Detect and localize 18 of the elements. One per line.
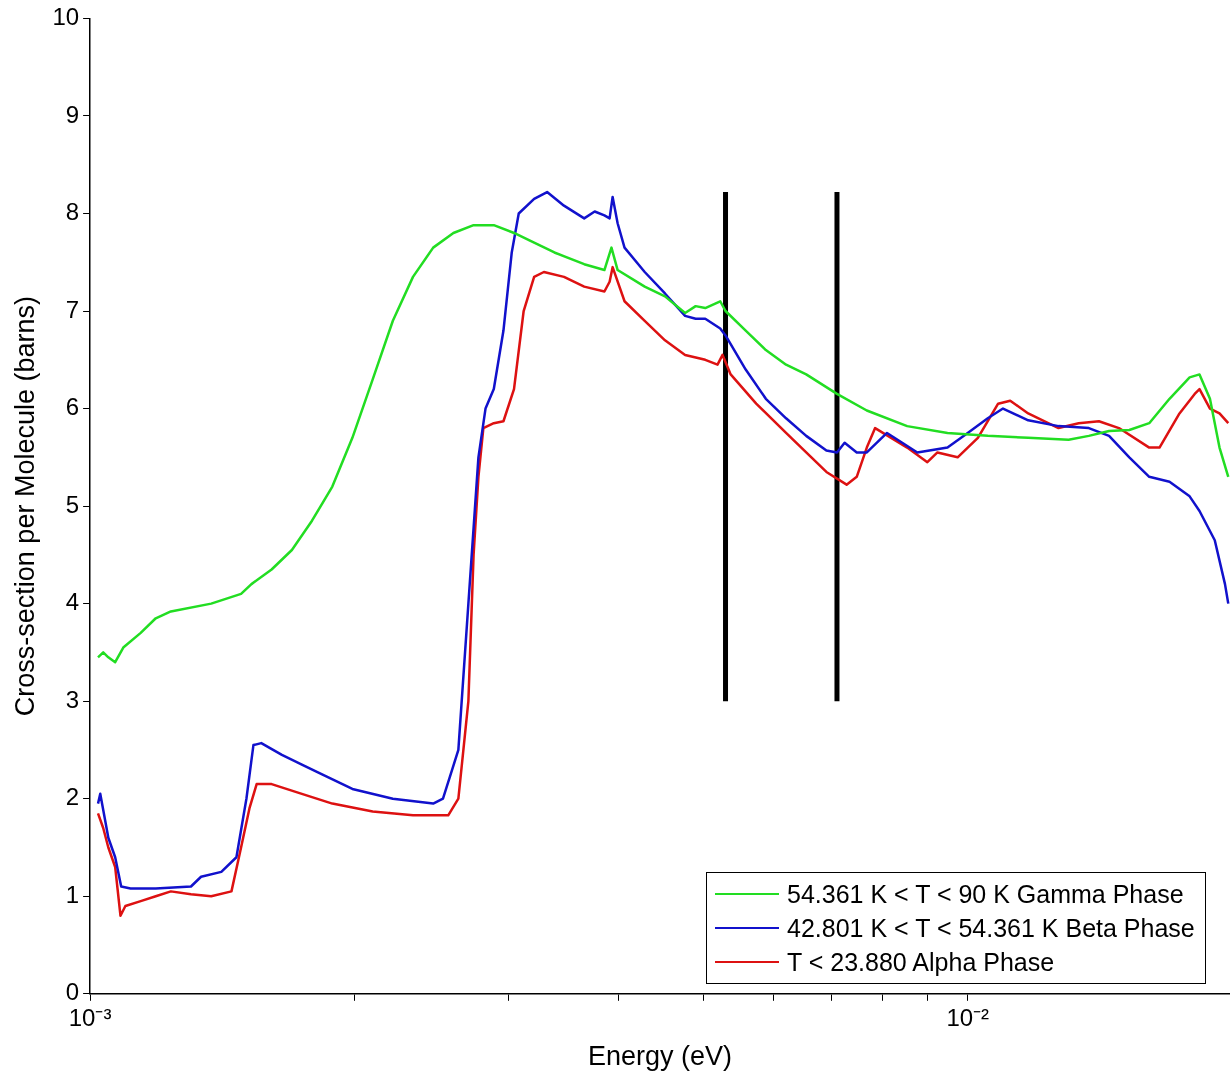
y-tick-label: 2	[65, 783, 80, 811]
y-tick-label: 7	[65, 295, 80, 323]
y-tick-label: 10	[52, 3, 80, 31]
y-tick-label: 5	[65, 490, 80, 518]
y-tick-label: 0	[65, 978, 80, 1006]
y-axis-title: Cross-section per Molecule (barns)	[9, 296, 40, 717]
legend-label: 42.801 K < T < 54.361 K Beta Phase	[787, 912, 1195, 944]
y-tick-label: 4	[65, 588, 80, 616]
y-tick-label: 8	[65, 198, 80, 226]
y-tick-label: 9	[65, 100, 80, 128]
y-tick-label: 6	[65, 393, 80, 421]
y-tick-label: 3	[65, 685, 80, 713]
x-tick-label: 10⁻²	[946, 1003, 990, 1031]
legend-label: T < 23.880 Alpha Phase	[787, 946, 1055, 978]
legend-label: 54.361 K < T < 90 K Gamma Phase	[787, 878, 1184, 910]
x-axis-title: Energy (eV)	[588, 1041, 733, 1072]
y-tick-label: 1	[65, 880, 80, 908]
x-tick-label: 10⁻³	[68, 1003, 112, 1031]
